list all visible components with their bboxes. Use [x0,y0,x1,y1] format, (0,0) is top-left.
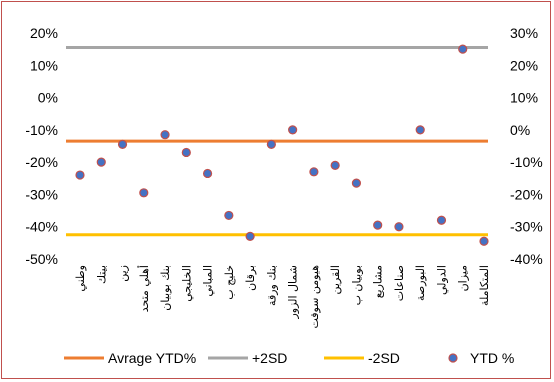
data-point [458,44,468,54]
category-label: الخليجي [180,265,193,302]
category-label: المباني [202,265,215,297]
data-point [181,147,191,158]
right-axis-tick-label: -30% [510,219,543,235]
data-point [117,139,128,149]
legend-label: -2SD [368,350,400,366]
category-label: زين [117,265,130,282]
legend-label: Avrage YTD% [108,350,196,366]
right-axis-tick-label: 30% [510,25,538,41]
category-labels: وطني بيتك زين أهلي متحد بنك بوبيان الخليجي الم… [74,265,491,329]
category-label: برقان [244,265,257,291]
left-axis-tick-label: 0% [38,90,58,106]
data-point [415,125,425,135]
data-point [330,160,340,170]
data-point [309,167,319,177]
category-label: مشاريع [372,265,385,298]
data-point [139,188,149,198]
data-point [202,168,213,179]
legend-label: YTD % [470,350,514,366]
data-points [75,44,489,246]
category-label: بيتك [95,265,108,284]
right-axis-tick-label: -20% [510,186,543,202]
left-axis-tick-label: 20% [30,25,58,41]
data-point [245,231,255,241]
data-point [479,236,489,246]
left-axis-tick-label: -20% [25,154,58,170]
data-point [96,157,106,167]
left-axis-tick-label: 10% [30,57,58,73]
legend-swatch [448,353,458,363]
legend: Avrage YTD% +2SD -2SD YTD % [64,350,514,366]
reference-lines [66,46,488,237]
left-axis-tick-label: -10% [25,122,58,138]
category-label: بنك بوبيان [159,265,172,311]
category-label: وطني [74,265,87,292]
data-point [288,125,298,135]
data-point [266,139,276,149]
data-point [394,222,404,232]
category-label: أهلي متحد [137,265,151,312]
right-axis-tick-label: 0% [510,122,530,138]
left-axis-tick-label: -30% [25,186,58,202]
axis-ticks: 20% 10% 0% -10% -20% -30% -40% -50% 30% 20% 10% 0% -… [25,25,542,267]
legend-label: +2SD [252,350,287,366]
data-point [351,178,362,188]
category-label: القرين [329,265,342,294]
right-axis-tick-label: 20% [510,57,538,73]
left-axis-tick-label: -50% [25,251,58,267]
data-point [436,215,447,225]
right-axis-tick-label: -10% [510,154,543,170]
category-label: ميزان [457,265,470,292]
right-axis-tick-label: -40% [510,251,543,267]
category-label: هيومن سوفت [308,265,321,329]
category-label: شمال الزور [287,265,300,320]
data-point [75,170,85,180]
category-label: الدولي [435,265,448,295]
category-label: خليج ب [223,265,236,300]
category-label: البورصة [414,265,427,301]
data-point [373,220,383,230]
data-point [224,210,234,221]
category-label: بوبيان ب [350,265,363,305]
data-point [160,130,170,140]
category-label: بنك ورقة [265,265,278,306]
category-label: المتكاملة [478,265,491,306]
right-axis-tick-label: 10% [510,90,538,106]
category-label: صناعات [393,265,406,301]
left-axis-tick-label: -40% [25,219,58,235]
